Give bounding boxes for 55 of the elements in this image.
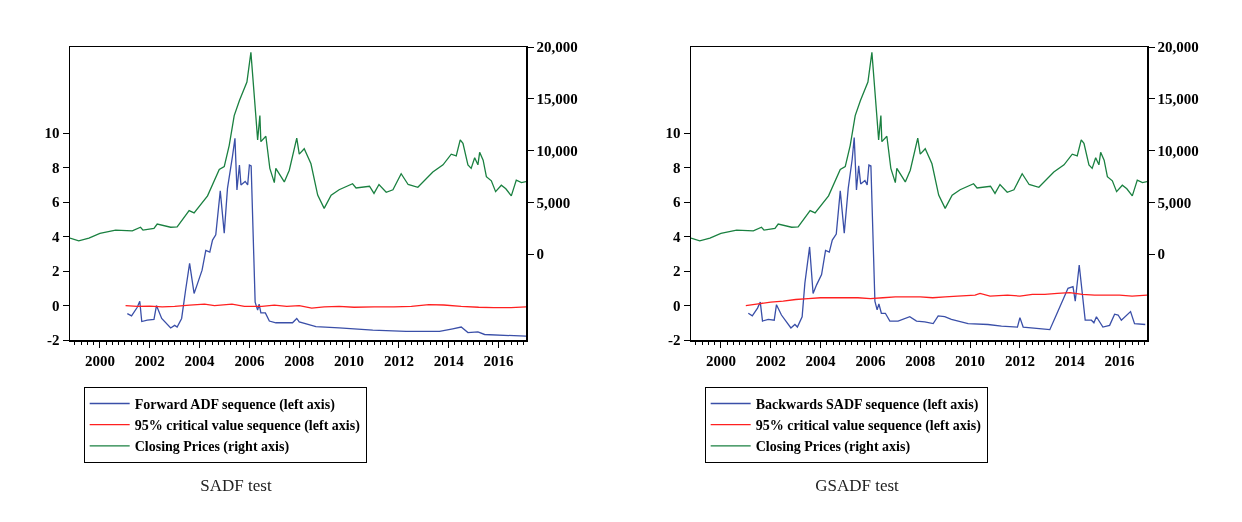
y2-tick-label: 5,000 [536, 194, 571, 211]
text: GSADF test [815, 476, 900, 496]
x-tick-label: 2014 [433, 352, 465, 369]
y2-tick-label: 15,000 [536, 91, 578, 108]
y-tick-label: 2 [52, 263, 60, 280]
x-tick-label: 2014 [1054, 352, 1086, 369]
legend-label: Closing Prices (right axis) [755, 439, 911, 456]
line-series [747, 136, 1146, 331]
y2-tick-label: 10,000 [536, 142, 578, 159]
legend-label: 95% critical value sequence (left axis) [134, 418, 361, 435]
y-tick-label: -2 [47, 332, 60, 349]
y2-tick-label: 20,000 [1157, 39, 1199, 56]
y-tick-label: -2 [668, 332, 681, 349]
x-tick-label: 2004 [184, 352, 216, 369]
y-tick-label: 10 [665, 125, 681, 142]
y-tick-label: 8 [52, 159, 60, 176]
y-tick-label: 6 [673, 194, 681, 211]
x-tick-label: 2002 [134, 352, 165, 369]
y2-tick-label: 15,000 [1157, 91, 1199, 108]
y-tick-label: 4 [52, 228, 60, 245]
x-tick-label: 2006 [234, 352, 265, 369]
x-tick-label: 2000 [705, 352, 736, 369]
x-tick-label: 2010 [334, 352, 365, 369]
y2-tick-label: 5,000 [1157, 194, 1192, 211]
y-tick-label: 2 [673, 263, 681, 280]
y2-tick-label: 20,000 [536, 39, 578, 56]
line-series [126, 137, 526, 337]
y-tick-label: 8 [673, 159, 681, 176]
x-tick-label: 2010 [955, 352, 986, 369]
y-tick-label: 6 [52, 194, 60, 211]
line-series [745, 291, 1147, 307]
line-series [691, 51, 1147, 242]
y2-tick-label: 0 [1157, 246, 1165, 263]
y-tick-label: 10 [44, 125, 60, 142]
x-tick-label: 2004 [805, 352, 837, 369]
x-tick-label: 2002 [755, 352, 786, 369]
legend-label: Closing Prices (right axis) [134, 439, 290, 456]
y-tick-label: 4 [673, 228, 681, 245]
y2-tick-label: 10,000 [1157, 142, 1199, 159]
legend-label: 95% critical value sequence (left axis) [755, 418, 982, 435]
x-tick-label: 2000 [84, 352, 115, 369]
x-tick-label: 2006 [855, 352, 886, 369]
x-tick-label: 2012 [383, 352, 414, 369]
x-tick-label: 2008 [905, 352, 936, 369]
legend-label: Forward ADF sequence (left axis) [134, 396, 336, 413]
legend-label: Backwards SADF sequence (left axis) [755, 396, 979, 413]
x-tick-label: 2008 [284, 352, 315, 369]
line-series [70, 51, 526, 242]
x-tick-label: 2016 [483, 352, 515, 369]
x-tick-label: 2012 [1004, 352, 1035, 369]
x-tick-label: 2016 [1104, 352, 1136, 369]
text: SADF test [200, 476, 272, 496]
y2-tick-label: 0 [536, 246, 544, 263]
y-tick-label: 0 [673, 297, 681, 314]
y-tick-label: 0 [52, 297, 60, 314]
